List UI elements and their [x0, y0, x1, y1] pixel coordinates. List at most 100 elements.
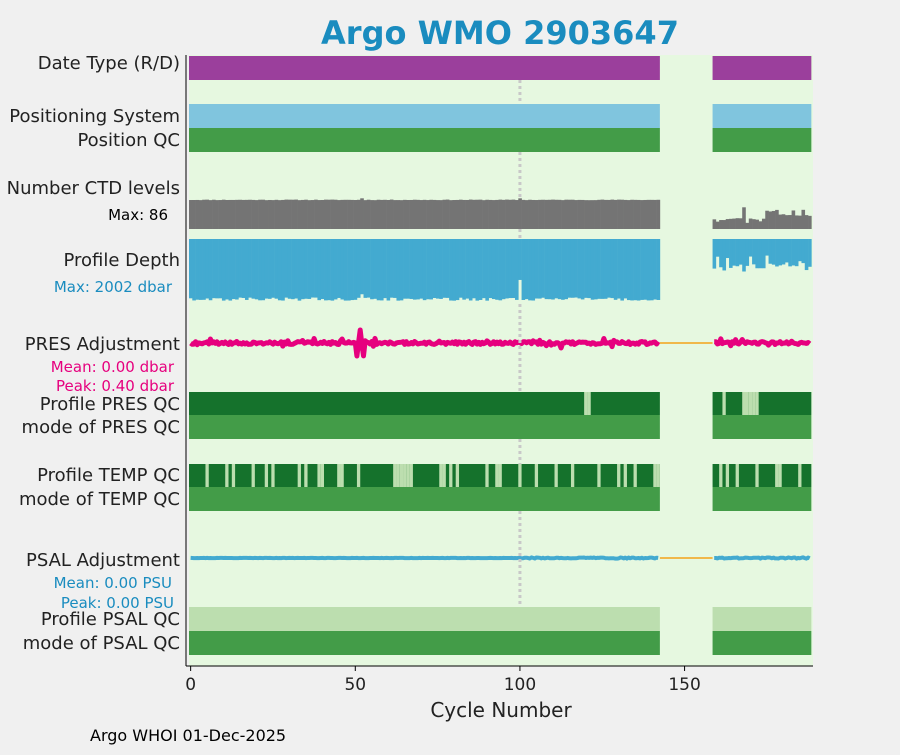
psal-adjustment-line-1 [190, 555, 659, 561]
row-12-bar-segment-2 [712, 631, 812, 655]
ctd-level-bar-110 [551, 199, 555, 229]
x-axis-label: Cycle Number [430, 698, 572, 722]
qc-flag-cycle-39 [317, 464, 321, 487]
ctd-level-bar-140 [650, 199, 654, 229]
row-9-bar-segment-2 [712, 487, 812, 511]
ctd-level-bar-121 [587, 200, 592, 229]
qc-flag-cycle-185 [798, 464, 802, 487]
profile-depth-bar-7 [212, 239, 216, 299]
ctd-level-bar-87 [475, 199, 480, 229]
profile-depth-bar-41 [324, 239, 328, 301]
profile-depth-bar-131 [620, 239, 624, 301]
ctd-level-bar-117 [574, 200, 578, 229]
ctd-level-bar-103 [528, 199, 532, 229]
ctd-level-bar-173 [758, 221, 763, 229]
adjustment-peak-annotation: Peak: 0.40 dbar [56, 377, 175, 395]
ctd-level-bar-80 [452, 200, 457, 229]
ctd-level-bar-66 [406, 199, 410, 229]
ctd-level-bar-14 [235, 199, 239, 229]
profile-depth-bar-81 [455, 239, 460, 301]
ctd-level-bar-118 [577, 199, 582, 229]
row-label: mode of PRES QC [22, 417, 180, 438]
profile-depth-bar-50 [353, 239, 358, 300]
ctd-level-bar-83 [462, 199, 466, 229]
ctd-level-bar-6 [208, 200, 213, 229]
ctd-level-bar-114 [564, 199, 568, 229]
qc-flag-cycle-172 [755, 464, 759, 487]
qc-flag-cycle-132 [623, 464, 627, 487]
profile-depth-bar-178 [775, 239, 779, 267]
profile-depth-bar-1 [192, 239, 196, 301]
profile-depth-bar-66 [406, 239, 410, 299]
ctd-level-bar-112 [557, 199, 562, 229]
row-label: Profile PRES QC [40, 394, 180, 415]
ctd-level-bar-160 [715, 221, 720, 229]
profile-depth-bar-187 [804, 239, 809, 271]
ctd-level-bar-133 [626, 200, 631, 229]
profile-depth-bar-164 [729, 239, 733, 268]
row-2-bar-segment-1 [189, 128, 660, 152]
profile-depth-bar-180 [781, 239, 786, 265]
qc-flag-cycle-130 [617, 464, 621, 487]
qc-flag-cycle-25 [271, 464, 275, 487]
profile-depth-bar-69 [416, 239, 420, 300]
profile-depth-bar-22 [261, 239, 266, 301]
profile-depth-bar-142 [656, 239, 661, 300]
qc-flag-cycle-5 [205, 464, 209, 487]
ctd-level-bar-62 [393, 200, 397, 229]
profile-depth-bar-35 [304, 239, 308, 299]
ctd-level-bar-142 [656, 199, 661, 229]
ctd-level-bar-105 [534, 200, 539, 229]
ctd-level-bar-31 [291, 199, 295, 229]
row-label: Profile Depth [63, 250, 180, 271]
profile-depth-bar-67 [409, 239, 414, 299]
row-label: Position QC [77, 130, 180, 151]
ctd-level-bar-75 [435, 200, 440, 229]
profile-depth-bar-116 [570, 239, 575, 298]
profile-depth-bar-93 [495, 239, 499, 300]
profile-depth-bar-26 [274, 239, 279, 299]
row-7-bar-segment-1 [189, 415, 660, 439]
pres-adjustment-line-2 [713, 336, 812, 349]
profile-depth-bar-161 [719, 239, 723, 268]
profile-depth-bar-15 [238, 239, 242, 298]
profile-depth-bar-137 [640, 239, 644, 300]
ctd-level-bar-69 [416, 199, 420, 229]
ctd-level-bar-29 [284, 199, 289, 229]
profile-depth-bar-24 [268, 239, 272, 299]
ctd-level-bar-122 [590, 200, 595, 229]
ctd-level-bar-16 [241, 199, 246, 229]
ctd-level-bar-168 [742, 207, 746, 229]
depth-max-annotation: Max: 2002 dbar [54, 278, 173, 296]
ctd-level-bar-176 [768, 211, 773, 229]
ctd-level-bar-113 [561, 200, 565, 229]
ctd-level-bar-71 [422, 199, 427, 229]
profile-depth-bar-124 [597, 239, 601, 299]
qc-flag-cycle-100 [518, 464, 522, 487]
ctd-level-bar-28 [281, 199, 285, 229]
profile-depth-bar-128 [610, 239, 615, 299]
ctd-level-bar-96 [505, 199, 509, 229]
ctd-level-bar-11 [225, 200, 229, 229]
row-8-bar-segment-1 [189, 464, 660, 487]
ctd-level-bar-88 [478, 199, 483, 229]
qc-flag-cycle-172 [755, 392, 759, 415]
ctd-level-bar-47 [343, 199, 348, 229]
profile-depth-bar-76 [439, 239, 443, 299]
qc-flag-cycle-162 [722, 392, 726, 415]
profile-depth-bar-39 [317, 239, 322, 301]
qc-flag-cycle-170 [748, 392, 753, 415]
ctd-level-bar-161 [719, 220, 723, 229]
profile-depth-bar-74 [432, 239, 437, 299]
profile-depth-bar-9 [218, 239, 223, 299]
row-0-bar-segment-2 [712, 56, 812, 80]
profile-depth-bar-19 [251, 239, 256, 299]
row-2-bar-segment-2 [712, 128, 812, 152]
profile-depth-bar-167 [738, 239, 743, 265]
qc-flag-cycle-19 [251, 464, 255, 487]
qc-flag-cycle-142 [656, 464, 660, 487]
profile-depth-bar-61 [389, 239, 394, 298]
ctd-level-bar-90 [485, 199, 489, 229]
ctd-level-bar-116 [570, 199, 575, 229]
ctd-level-bar-184 [794, 215, 799, 229]
